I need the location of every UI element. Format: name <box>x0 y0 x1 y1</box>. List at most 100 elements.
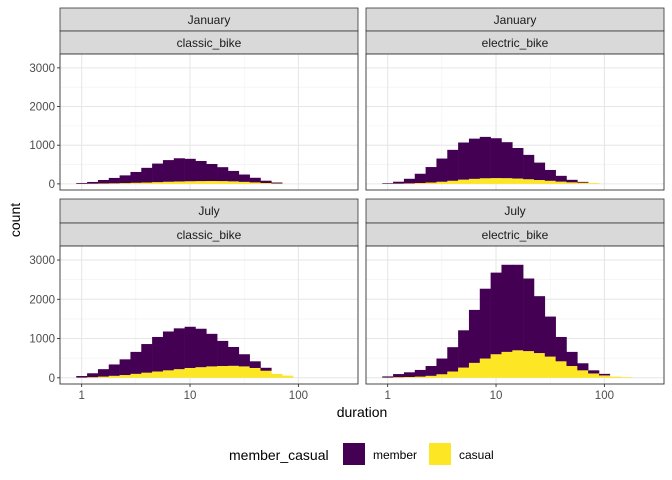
legend-label-casual: casual <box>459 448 494 462</box>
histogram-bar-member <box>195 160 207 182</box>
histogram-bar-member <box>403 372 416 378</box>
histogram-bar-casual <box>162 181 175 184</box>
histogram-bar-casual <box>393 377 405 378</box>
histogram-bar-member <box>403 178 416 184</box>
histogram-bar-member <box>566 179 578 183</box>
histogram-bar-member <box>425 366 437 376</box>
histogram-bar-casual <box>97 376 110 378</box>
histogram-bar-member <box>458 330 470 368</box>
histogram-bar-casual <box>544 356 556 378</box>
histogram-bar-member <box>195 328 207 368</box>
histogram-bar-member <box>162 331 175 371</box>
panel-border <box>59 245 359 385</box>
histogram-bar-casual <box>479 178 491 184</box>
histogram-bar-casual <box>588 183 600 184</box>
histogram-bar-casual <box>468 178 481 184</box>
histogram-bar-casual <box>206 366 218 378</box>
y-tick-label: 3000 <box>29 63 55 75</box>
histogram-bar-casual <box>260 370 272 378</box>
histogram-bar-member <box>249 361 261 368</box>
histogram-bar-member <box>523 278 535 352</box>
y-tick-label: 2000 <box>29 102 55 114</box>
histogram-bar-casual <box>173 369 185 378</box>
histogram-bar-member <box>227 346 240 366</box>
histogram-bar-member <box>393 181 405 184</box>
histogram-bar-member <box>87 181 99 184</box>
histogram-bar-member <box>217 167 229 182</box>
histogram-bar-member <box>382 183 394 184</box>
legend-title: member_casual <box>229 447 329 463</box>
histogram-bar-casual <box>206 181 218 184</box>
y-tick-label: 2000 <box>29 294 55 306</box>
histogram-bar-member <box>97 180 110 184</box>
histogram-bar-casual <box>447 180 459 184</box>
histogram-bar-member <box>249 177 261 183</box>
histogram-bar-member <box>479 288 491 359</box>
histogram-bar-casual <box>479 358 491 378</box>
histogram-bar-member <box>217 340 229 367</box>
histogram-bar-casual <box>577 370 589 378</box>
histogram-bar-casual <box>217 366 229 378</box>
histogram-bar-member <box>152 163 164 183</box>
histogram-bar-member <box>130 171 142 183</box>
histogram-bar-casual <box>425 375 437 378</box>
y-tick-label: 1000 <box>29 140 55 152</box>
histogram-bar-casual <box>544 180 556 184</box>
legend-label-member: member <box>373 448 417 462</box>
histogram-bar-member <box>414 173 426 184</box>
panel-border <box>59 53 359 191</box>
histogram-bar-member <box>577 363 589 371</box>
histogram-bar-casual <box>436 181 448 184</box>
histogram-bar-member <box>577 181 589 183</box>
histogram-bar-casual <box>436 374 448 378</box>
x-tick-label: 1 <box>384 390 390 402</box>
histogram-bar-member <box>447 347 459 372</box>
histogram-bar-member <box>108 364 120 376</box>
histogram-bar-member <box>76 182 88 184</box>
histogram-bar-member <box>501 264 513 352</box>
histogram-bar-casual <box>227 181 240 184</box>
histogram-bar-member <box>141 167 153 183</box>
histogram-bar-casual <box>490 178 502 184</box>
histogram-bar-member <box>468 138 481 179</box>
histogram-bar-casual <box>162 370 175 378</box>
facet-panel: January classic_bike 0 1000 2000 3000 <box>29 7 359 191</box>
histogram-bar-casual <box>523 351 535 378</box>
strip-type-label: electric_bike <box>482 228 549 242</box>
histogram-bar-casual <box>414 376 426 378</box>
histogram-bar-casual <box>533 180 546 184</box>
facet-panels: Januaryclassic_bike0100020003000Januarye… <box>29 7 665 402</box>
y-tick-label: 0 <box>49 373 55 385</box>
histogram-bar-member <box>260 180 272 184</box>
x-tick-label: 10 <box>490 390 503 402</box>
histogram-bar-casual <box>152 371 164 378</box>
histogram-bar-casual <box>566 182 578 184</box>
x-tick-label: 100 <box>595 390 614 402</box>
histogram-bar-member <box>479 136 491 179</box>
strip-type-label: classic_bike <box>177 36 242 50</box>
histogram-bar-member <box>108 177 120 184</box>
histogram-bar-casual <box>523 179 535 184</box>
histogram-bar-member <box>206 333 218 367</box>
histogram-bar-member <box>512 264 524 351</box>
x-axis-title: duration <box>337 404 388 420</box>
histogram-bar-casual <box>87 377 99 378</box>
histogram-bar-member <box>119 359 131 376</box>
histogram-bar-casual <box>512 178 524 184</box>
histogram-bar-member <box>260 367 272 371</box>
histogram-bar-member <box>173 158 185 182</box>
histogram-bar-casual <box>119 375 131 378</box>
histogram-bar-casual <box>152 182 164 184</box>
strip-month-label: January <box>188 13 231 27</box>
legend-key-member <box>343 443 365 465</box>
histogram-bar-casual <box>141 182 153 184</box>
histogram-bar-casual <box>227 365 240 378</box>
histogram-bar-casual <box>184 367 196 378</box>
histogram-bar-member <box>598 373 611 376</box>
histogram-bar-member <box>490 138 502 179</box>
histogram-bar-member <box>382 376 394 378</box>
strip-type-label: electric_bike <box>482 36 549 50</box>
histogram-bar-casual <box>566 366 578 378</box>
histogram-bar-casual <box>271 373 283 378</box>
